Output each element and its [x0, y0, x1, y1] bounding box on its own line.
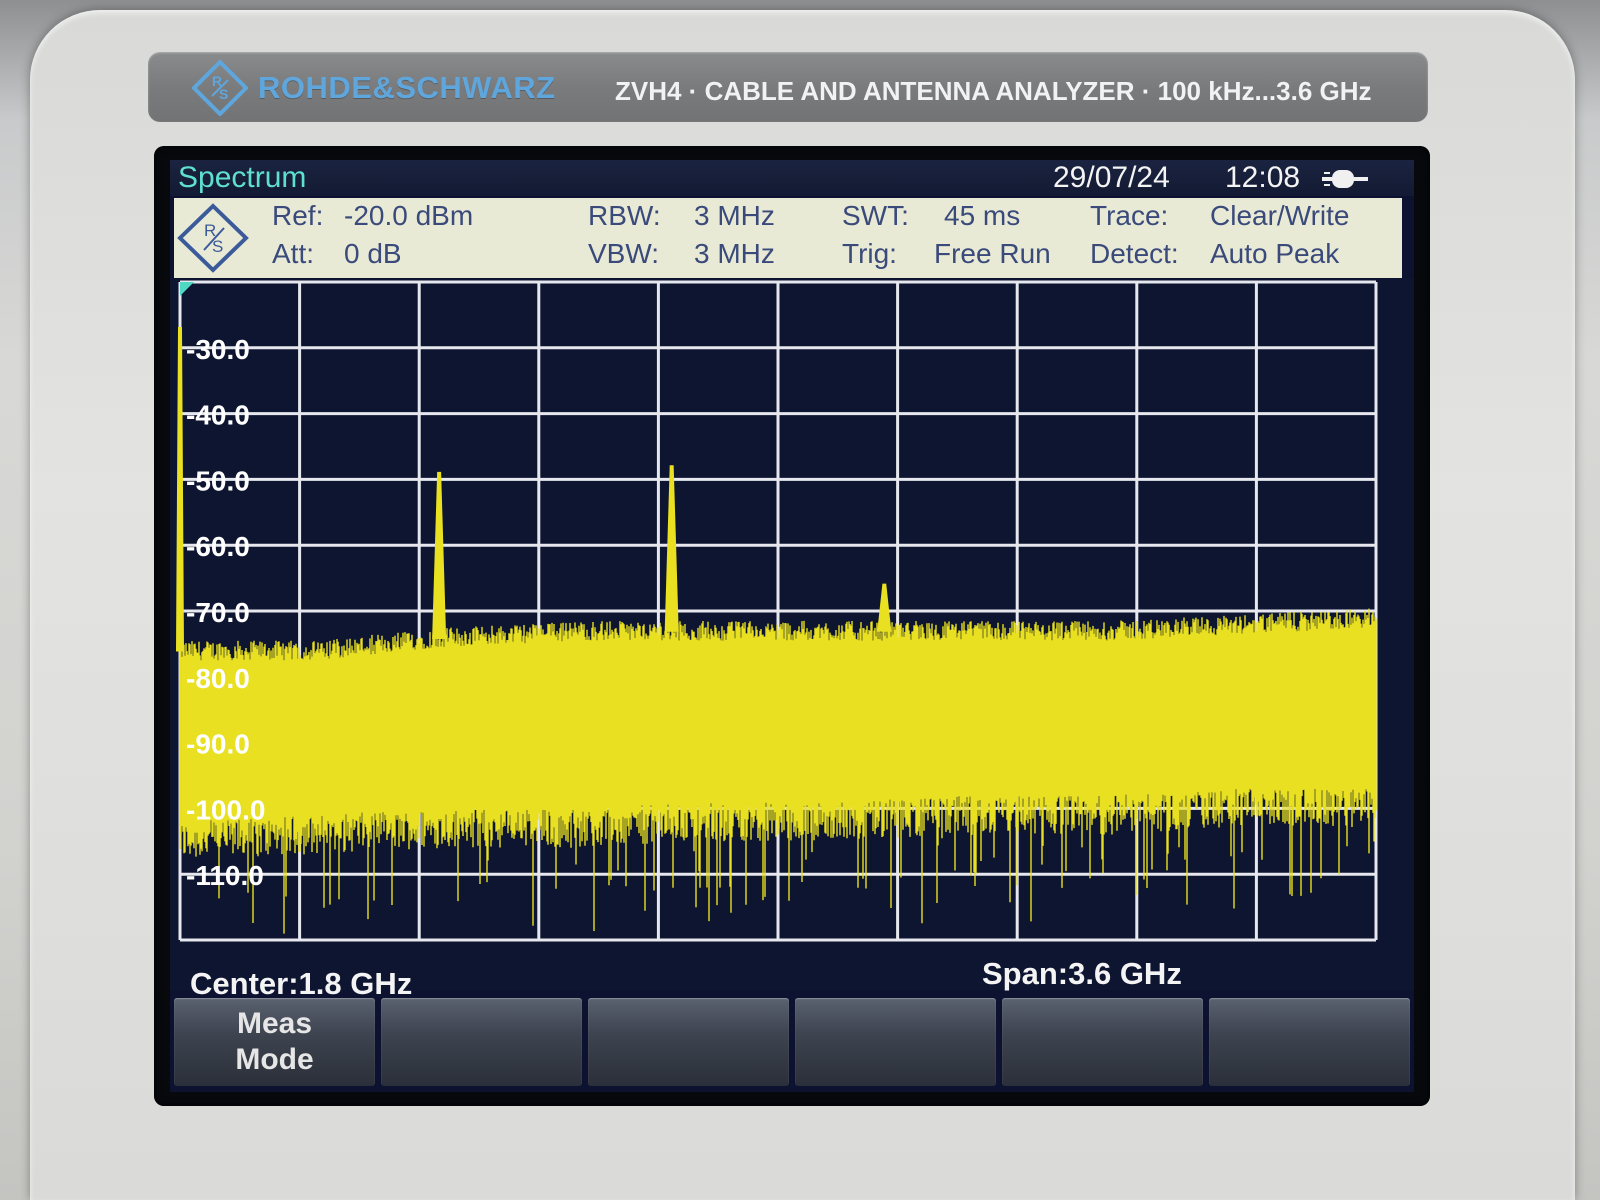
- spectrum-trace: [179, 608, 1377, 934]
- y-tick-label: -100.0: [186, 794, 265, 825]
- y-tick-label: -70.0: [186, 597, 250, 628]
- analyzer-screen: Spectrum 29/07/24 12:08 R S Ref: -20.0 d…: [170, 160, 1414, 1092]
- brand-name: ROHDE&SCHWARZ: [258, 70, 556, 105]
- vbw-label: VBW:: [588, 238, 660, 269]
- att-value: 0 dB: [344, 238, 402, 269]
- vbw-value: 3 MHz: [694, 238, 775, 269]
- status-row: [170, 990, 1414, 1032]
- rohde-schwarz-logo-icon: R S: [192, 60, 248, 116]
- swt-label: SWT:: [842, 200, 909, 231]
- trig-label: Trig:: [842, 238, 897, 269]
- trace-value: Clear/Write: [1210, 200, 1350, 231]
- y-tick-label: -110.0: [186, 860, 264, 891]
- y-tick-label: -50.0: [186, 465, 250, 496]
- softkey-4[interactable]: [795, 998, 996, 1086]
- spectrum-peak: [175, 327, 185, 652]
- spectrum-peak: [664, 465, 679, 632]
- softkey-label-line2: Mode: [235, 1043, 314, 1076]
- device-label-band: [148, 52, 1428, 122]
- trigger-marker-icon: [180, 282, 194, 296]
- detect-label: Detect:: [1090, 238, 1179, 269]
- center-frequency: Center:1.8 GHz: [190, 966, 413, 1001]
- svg-text:R: R: [212, 73, 222, 89]
- settings-panel: R S Ref: -20.0 dBm Att: 0 dB RBW: 3 MHz …: [174, 198, 1402, 278]
- svg-text:R: R: [204, 221, 216, 240]
- rbw-label: RBW:: [588, 200, 661, 231]
- rbw-value: 3 MHz: [694, 200, 775, 231]
- ref-value: -20.0 dBm: [344, 200, 474, 231]
- softkey-label-line1: Meas: [236, 1007, 313, 1040]
- softkey-2[interactable]: [381, 998, 582, 1086]
- y-tick-label: -30.0: [186, 334, 250, 365]
- y-tick-label: -80.0: [186, 663, 250, 694]
- softkey-bar: Meas Mode: [170, 998, 1414, 1092]
- model-description: ZVH4 · CABLE AND ANTENNA ANALYZER · 100 …: [615, 76, 1372, 106]
- swt-value: 45 ms: [944, 200, 1021, 231]
- att-label: Att:: [272, 238, 315, 269]
- spectrum-chart[interactable]: -30.0 -40.0 -50.0 -60.0 -70.0 -80.0 -90.0 -100.…: [170, 278, 1414, 990]
- svg-text:S: S: [219, 86, 228, 102]
- y-tick-label: -60.0: [186, 531, 250, 562]
- mode-title: Spectrum: [178, 161, 307, 194]
- trace-label: Trace:: [1090, 200, 1169, 231]
- rs-badge-icon: R S: [177, 203, 249, 273]
- span-value: Span:3.6 GHz: [982, 956, 1182, 991]
- ref-label: Ref:: [272, 200, 324, 231]
- trig-value: Free Run: [934, 238, 1051, 269]
- screen-titlebar: Spectrum 29/07/24 12:08: [170, 160, 1414, 196]
- spectrum-plot[interactable]: -30.0 -40.0 -50.0 -60.0 -70.0 -80.0 -90.0 -100.…: [170, 278, 1414, 990]
- softkey-5[interactable]: [1002, 998, 1203, 1086]
- y-tick-label: -90.0: [186, 729, 250, 760]
- time-display: 12:08: [1225, 161, 1301, 194]
- y-tick-label: -40.0: [186, 400, 250, 431]
- softkey-6[interactable]: [1209, 998, 1410, 1086]
- battery-icon: [1322, 170, 1368, 188]
- softkey-meas-mode[interactable]: Meas Mode: [174, 998, 375, 1086]
- spectrum-peak: [877, 583, 892, 632]
- spectrum-peak: [432, 471, 447, 639]
- svg-text:S: S: [212, 237, 223, 256]
- softkey-3[interactable]: [588, 998, 789, 1086]
- date-display: 29/07/24: [1053, 161, 1170, 194]
- detect-value: Auto Peak: [1210, 238, 1340, 269]
